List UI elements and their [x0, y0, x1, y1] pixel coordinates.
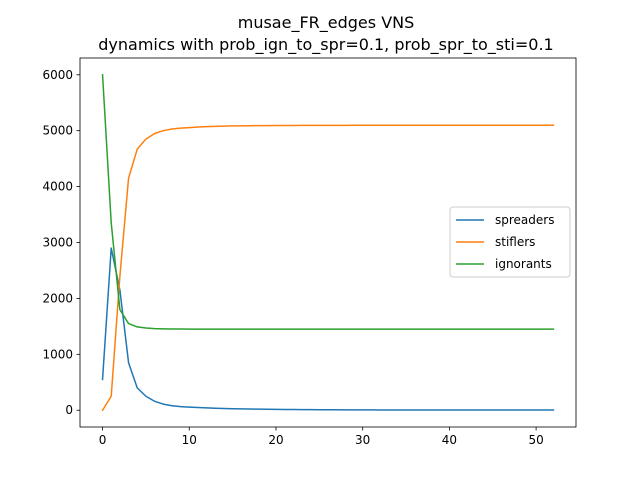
y-tick-label: 0 [65, 403, 73, 417]
y-tick-label: 1000 [42, 347, 73, 361]
legend-label-spreaders: spreaders [495, 213, 554, 227]
y-tick-label: 2000 [42, 291, 73, 305]
axes: 0 10 20 30 40 50 0 1000 2000 3000 4000 5000 6000 [42, 57, 577, 447]
series-line-spreaders [101, 247, 555, 411]
chart-title: musae_FR_edges VNS [238, 13, 415, 33]
x-tick-label: 40 [442, 433, 457, 447]
legend-label-stiflers: stiflers [495, 235, 535, 249]
x-tick-label: 20 [268, 433, 283, 447]
y-tick-label: 6000 [42, 68, 73, 82]
series-line-ignorants [101, 73, 555, 330]
x-tick-label: 50 [528, 433, 543, 447]
x-tick-label: 0 [99, 433, 107, 447]
series-layer [101, 73, 555, 412]
x-tick-label: 10 [182, 433, 197, 447]
x-tick-label: 30 [355, 433, 370, 447]
legend-box [449, 206, 571, 278]
y-tick-label: 3000 [42, 236, 73, 250]
y-tick-label: 4000 [42, 180, 73, 194]
chart-subtitle: dynamics with prob_ign_to_spr=0.1, prob_… [98, 35, 553, 55]
legend-label-ignorants: ignorants [495, 257, 552, 271]
series-line-stiflers [101, 124, 555, 412]
legend: spreaders stiflers ignorants [449, 206, 571, 278]
y-tick-label: 5000 [42, 124, 73, 138]
